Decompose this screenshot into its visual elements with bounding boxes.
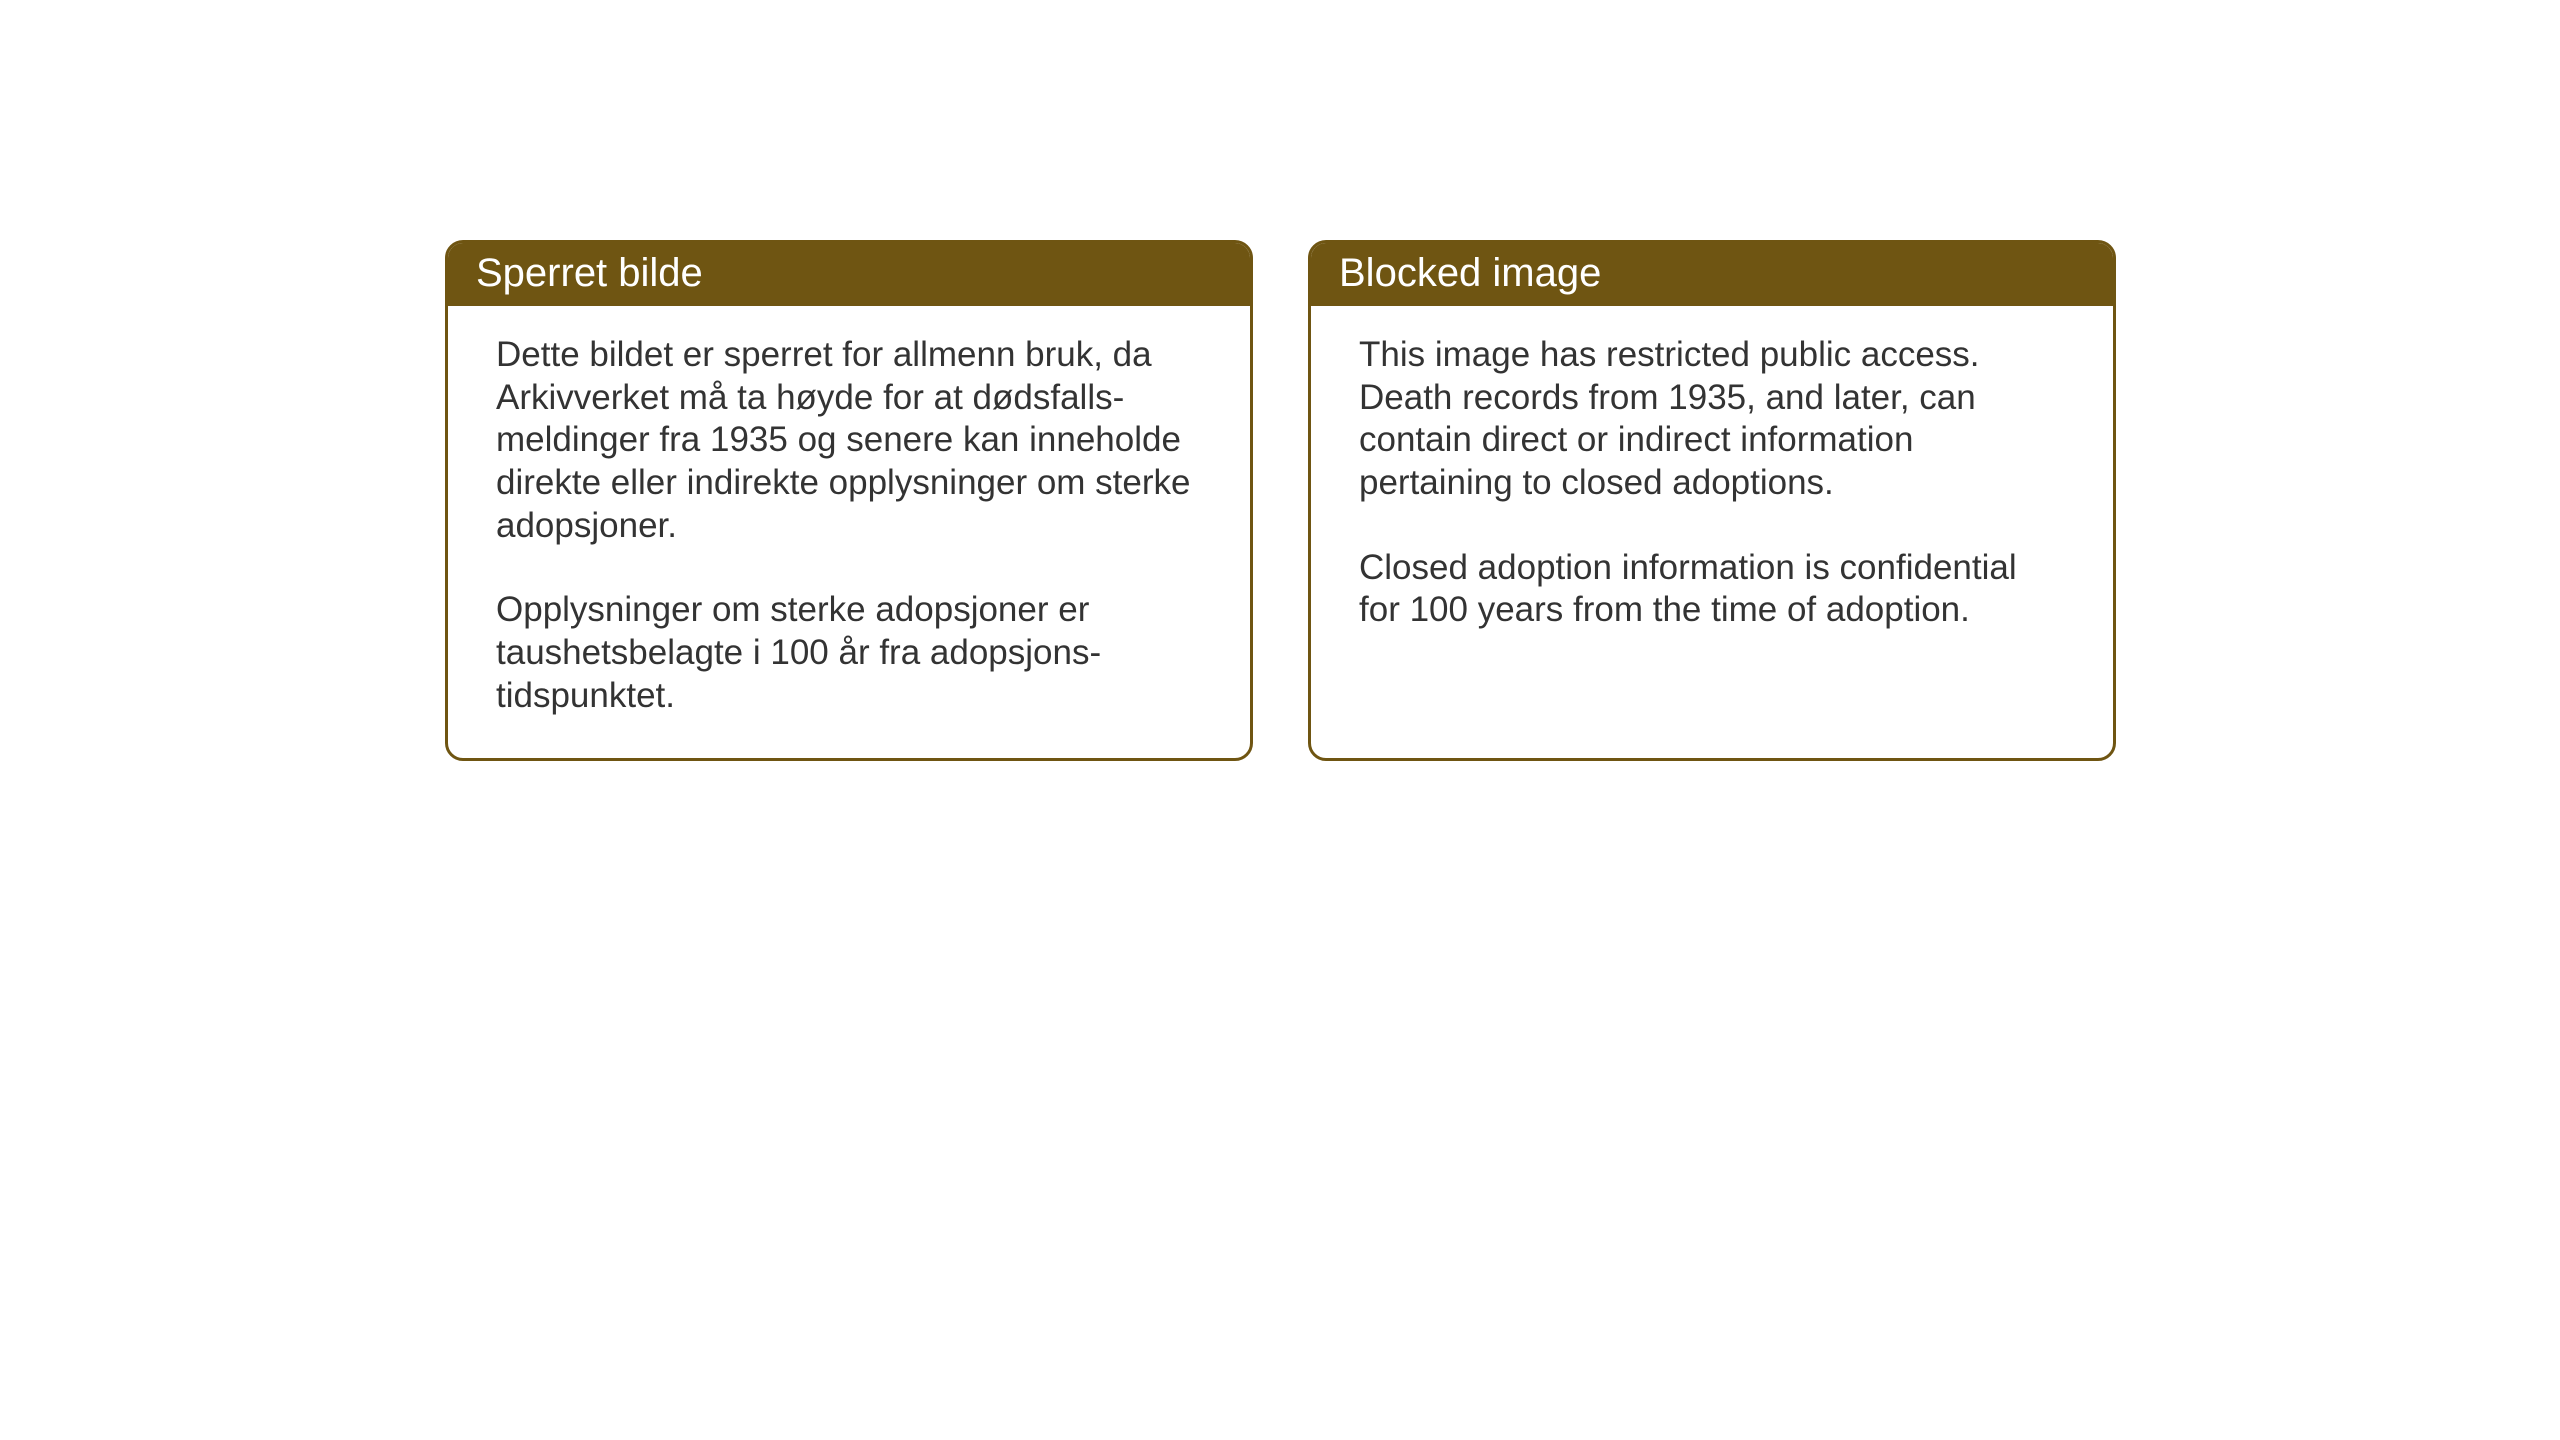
card-paragraph-2-norwegian: Opplysninger om sterke adopsjoner er tau… (496, 589, 1202, 717)
card-paragraph-1-norwegian: Dette bildet er sperret for allmenn bruk… (496, 334, 1202, 547)
card-title-english: Blocked image (1339, 251, 1601, 295)
card-body-english: This image has restricted public access.… (1311, 306, 2113, 746)
card-norwegian: Sperret bilde Dette bildet er sperret fo… (445, 240, 1253, 761)
card-title-norwegian: Sperret bilde (476, 251, 703, 295)
card-header-english: Blocked image (1311, 243, 2113, 306)
cards-container: Sperret bilde Dette bildet er sperret fo… (445, 240, 2116, 761)
card-paragraph-2-english: Closed adoption information is confident… (1359, 547, 2065, 632)
card-body-norwegian: Dette bildet er sperret for allmenn bruk… (448, 306, 1250, 758)
card-header-norwegian: Sperret bilde (448, 243, 1250, 306)
card-english: Blocked image This image has restricted … (1308, 240, 2116, 761)
card-paragraph-1-english: This image has restricted public access.… (1359, 334, 2065, 505)
